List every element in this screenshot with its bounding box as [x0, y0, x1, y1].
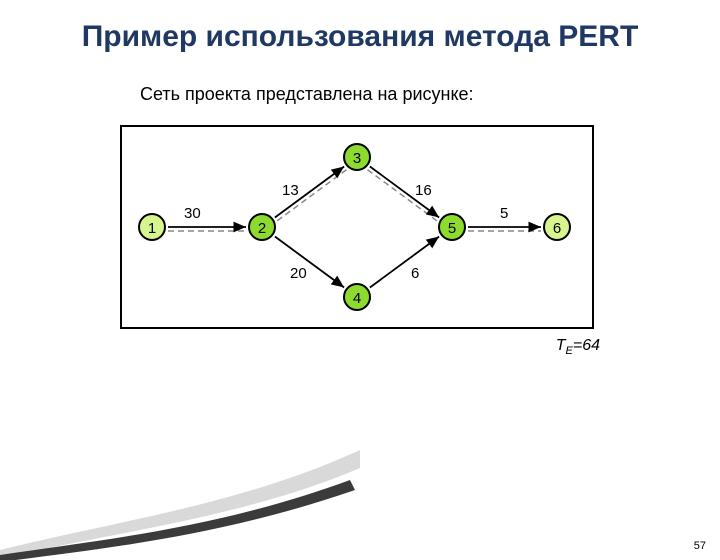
edge-label: 20 — [290, 265, 307, 282]
network-node-3: 3 — [343, 143, 371, 171]
te-label: TE=64 — [556, 337, 600, 357]
edge-label: 6 — [411, 265, 419, 282]
edge-label: 5 — [500, 205, 508, 222]
edge-label: 30 — [184, 205, 201, 222]
network-node-4: 4 — [343, 283, 371, 311]
te-value: =64 — [573, 337, 600, 354]
network-diagram: TE=64 3013201665123456 — [120, 125, 594, 329]
edge-label: 16 — [415, 182, 432, 199]
edge — [275, 236, 344, 287]
page-title: Пример использования метода PERT — [0, 20, 720, 54]
te-sub: E — [566, 345, 573, 357]
page-number: 57 — [694, 540, 706, 552]
network-node-6: 6 — [543, 213, 571, 241]
diagram-container: TE=64 3013201665123456 — [120, 125, 600, 329]
network-node-2: 2 — [248, 213, 276, 241]
decorative-swoosh — [0, 450, 360, 560]
network-node-1: 1 — [138, 213, 166, 241]
subtitle: Сеть проекта представлена на рисунке: — [140, 84, 720, 105]
network-node-5: 5 — [438, 213, 466, 241]
te-prefix: T — [556, 337, 566, 354]
edge — [370, 236, 439, 287]
edge-label: 13 — [282, 182, 299, 199]
